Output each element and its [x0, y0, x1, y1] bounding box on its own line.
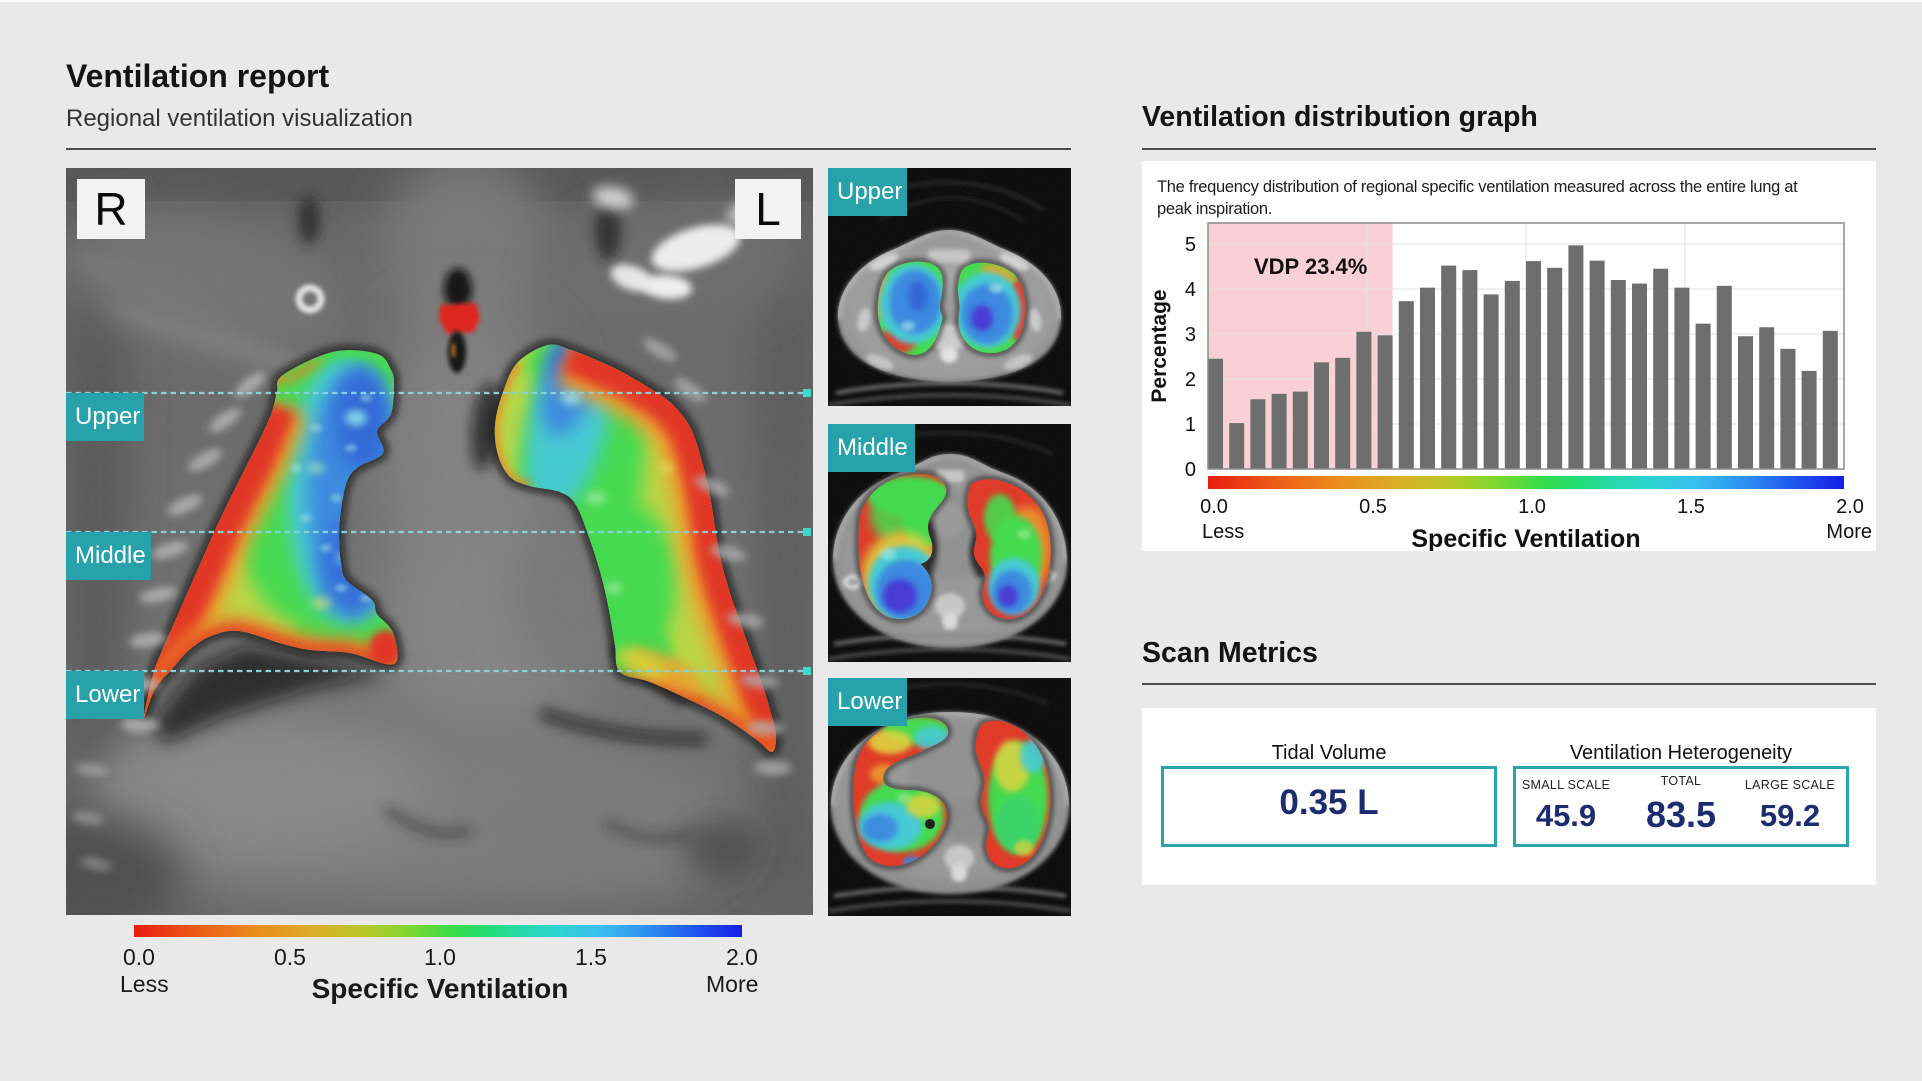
svg-text:2: 2: [1185, 369, 1196, 391]
svg-text:Less: Less: [1202, 521, 1244, 543]
svg-text:0.0: 0.0: [1200, 496, 1228, 518]
svg-text:0.5: 0.5: [1359, 496, 1387, 518]
svg-text:3: 3: [1185, 324, 1196, 346]
svg-text:5: 5: [1185, 234, 1196, 256]
svg-text:VDP 23.4%: VDP 23.4%: [1254, 254, 1367, 279]
svg-text:1: 1: [1185, 414, 1196, 436]
svg-text:2.0: 2.0: [1836, 496, 1864, 518]
svg-text:0: 0: [1185, 459, 1196, 481]
svg-text:1.0: 1.0: [1518, 496, 1546, 518]
svg-text:More: More: [1826, 521, 1872, 543]
svg-text:Specific Ventilation: Specific Ventilation: [1411, 525, 1640, 551]
svg-text:1.5: 1.5: [1677, 496, 1705, 518]
svg-text:Percentage: Percentage: [1148, 289, 1171, 402]
svg-text:4: 4: [1185, 279, 1196, 301]
